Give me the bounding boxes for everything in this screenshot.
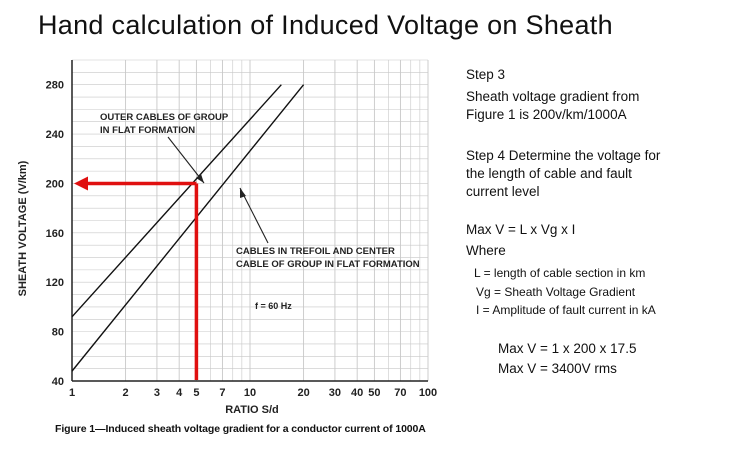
chart-labels: OUTER CABLES OF GROUP IN FLAT FORMATION CA… xyxy=(100,112,420,311)
x-tick-label: 70 xyxy=(394,387,406,399)
step3-line2: Figure 1 is 200v/km/1000A xyxy=(466,107,627,122)
x-tick-label: 4 xyxy=(176,387,183,399)
x-tick-label: 2 xyxy=(123,387,129,399)
step3-heading: Step 3 xyxy=(466,67,506,82)
annotation-trefoil-line1: CABLES IN TREFOIL AND CENTER xyxy=(236,246,395,257)
annotation-outer-cables-arrow xyxy=(167,136,205,184)
slide-title: Hand calculation of Induced Voltage on S… xyxy=(38,10,613,40)
where-text: Where xyxy=(466,243,506,258)
annotation-trefoil-arrow xyxy=(239,187,269,244)
annotation-trefoil-arrowhead xyxy=(240,188,246,198)
y-tick-label: 200 xyxy=(46,178,64,190)
x-axis-label: RATIO S/d xyxy=(225,404,279,416)
definition-i: I = Amplitude of fault current in kA xyxy=(476,303,656,317)
x-tick-label: 7 xyxy=(219,387,225,399)
step3-line1: Sheath voltage gradient from xyxy=(466,89,640,104)
annotation-trefoil-line2: CABLE OF GROUP IN FLAT FORMATION xyxy=(236,259,420,270)
x-tick-label: 100 xyxy=(419,387,437,399)
annotation-outer-cables-line1: OUTER CABLES OF GROUP xyxy=(100,112,229,123)
definition-vg: Vg = Sheath Voltage Gradient xyxy=(476,285,636,299)
x-tick-label: 30 xyxy=(329,387,341,399)
step4-line3: current level xyxy=(466,184,540,199)
chart-series xyxy=(71,84,305,372)
y-axis-label: SHEATH VOLTAGE (V/km) xyxy=(17,160,29,296)
series-line-1 xyxy=(71,84,282,318)
annotation-outer-cables-line2: IN FLAT FORMATION xyxy=(100,125,195,136)
x-tick-label: 50 xyxy=(368,387,380,399)
step4-line1: Step 4 Determine the voltage for xyxy=(466,148,661,163)
y-tick-label: 160 xyxy=(46,228,64,240)
x-tick-label: 5 xyxy=(193,387,199,399)
y-tick-label: 80 xyxy=(52,327,64,339)
y-tick-label: 120 xyxy=(46,277,64,289)
annotation-outer-cables-arrowhead xyxy=(196,174,204,183)
y-tick-label: 240 xyxy=(46,129,64,141)
x-tick-label: 20 xyxy=(297,387,309,399)
chart-grid xyxy=(71,59,429,382)
x-tick-label: 3 xyxy=(154,387,160,399)
y-tick-label: 280 xyxy=(46,80,64,92)
figure-caption: Figure 1—Induced sheath voltage gradient… xyxy=(55,423,426,435)
calc-line2: Max V = 3400V rms xyxy=(498,361,617,376)
definition-l: L = length of cable section in km xyxy=(474,266,646,280)
highlight-arrowhead xyxy=(74,176,88,191)
y-tick-label: 40 xyxy=(52,376,64,388)
x-tick-label: 1 xyxy=(69,387,75,399)
formula-text: Max V = L x Vg x I xyxy=(466,222,576,237)
chart-highlight xyxy=(74,176,199,380)
x-tick-label: 10 xyxy=(244,387,256,399)
series-line-2 xyxy=(71,84,305,372)
chart-axes: 40 80 120 160 200 240 280 1 2 3 4 5 7 10 20 30 40 50 70 100… xyxy=(17,60,437,416)
calc-line1: Max V = 1 x 200 x 17.5 xyxy=(498,341,637,356)
x-tick-label: 40 xyxy=(351,387,363,399)
step4-line2: the length of cable and fault xyxy=(466,166,632,181)
annotation-frequency: f = 60 Hz xyxy=(255,301,292,311)
